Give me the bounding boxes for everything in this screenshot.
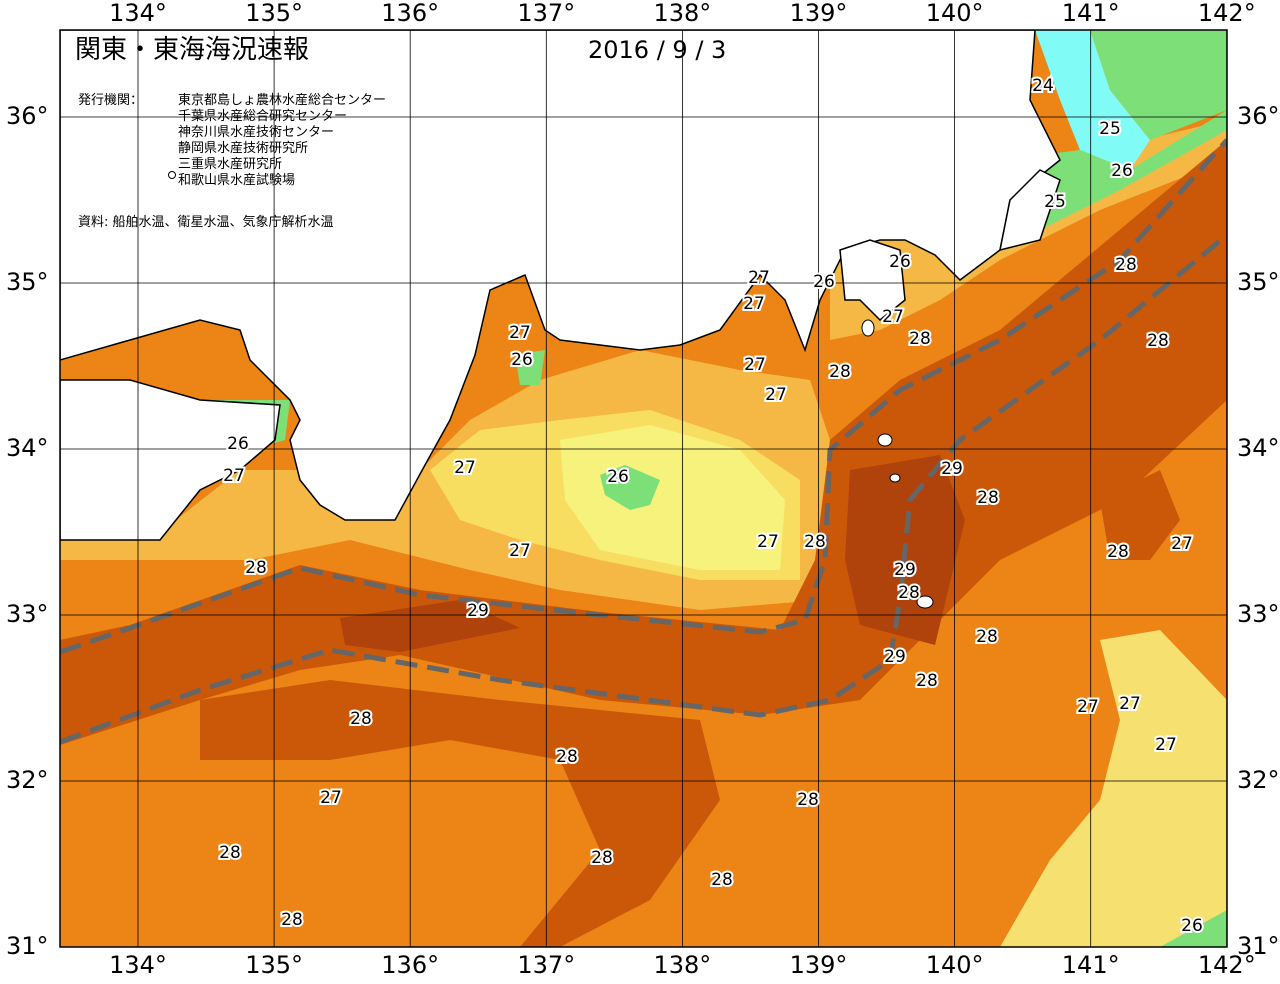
contour-label: 27	[1119, 694, 1141, 714]
contour-label: 26	[1181, 916, 1203, 936]
contour-label: 26	[607, 467, 629, 487]
contour-label: 27	[757, 532, 779, 552]
contour-label: 24	[1032, 76, 1054, 96]
longitude-label: 140°	[926, 951, 984, 979]
organization: 東京都島しょ農林水産総合センター	[178, 92, 386, 108]
organization: 和歌山県水産試験場	[178, 172, 295, 188]
latitude-label: 33°	[6, 600, 49, 628]
contour-label: 28	[245, 558, 267, 578]
longitude-label: 142°	[1198, 0, 1256, 27]
latitude-label: 33°	[1237, 600, 1280, 628]
latitude-label: 36°	[6, 102, 49, 130]
latitude-label: 36°	[1237, 102, 1280, 130]
latitude-label: 31°	[6, 932, 49, 960]
date: 2016 / 9 / 3	[588, 36, 726, 64]
longitude-label: 141°	[1062, 0, 1120, 27]
contour-label: 27	[743, 294, 765, 314]
contour-label: 28	[829, 362, 851, 382]
longitude-label: 137°	[517, 951, 575, 979]
title: 関東・東海海況速報	[75, 35, 309, 65]
longitude-label: 138°	[653, 951, 711, 979]
contour-label: 26	[889, 252, 911, 272]
contour-label: 27	[454, 458, 476, 478]
contour-label: 26	[511, 350, 533, 370]
longitude-label: 140°	[926, 0, 984, 27]
map-frame	[59, 29, 1228, 948]
longitude-label: 134°	[109, 951, 167, 979]
sea-surface-temperature	[60, 30, 1227, 947]
longitude-label: 141°	[1062, 951, 1120, 979]
latitude-label: 32°	[6, 766, 49, 794]
organization: 静岡県水産技術研究所	[178, 140, 308, 156]
longitude-label: 136°	[381, 951, 439, 979]
contour-label: 27	[223, 466, 245, 486]
latitude-label: 35°	[1237, 268, 1280, 296]
contour-label: 25	[1044, 192, 1066, 212]
organization: 神奈川県水産技術センター	[178, 124, 334, 140]
latitude-label: 31°	[1237, 932, 1280, 960]
contour-label: 27	[509, 323, 531, 343]
contour-label: 29	[467, 601, 489, 621]
contour-label: 26	[1111, 161, 1133, 181]
contour-label: 28	[804, 532, 826, 552]
contour-label: 26	[227, 434, 249, 454]
contour-label: 28	[909, 329, 931, 349]
contour-label: 27	[765, 385, 787, 405]
longitude-label: 135°	[245, 0, 303, 27]
editor-marker	[168, 171, 176, 179]
longitude-label: 134°	[109, 0, 167, 27]
contour-label: 27	[1155, 735, 1177, 755]
contour-label: 27	[320, 788, 342, 808]
contour-label: 28	[281, 910, 303, 930]
contour-label: 27	[509, 541, 531, 561]
contour-label: 28	[219, 843, 241, 863]
longitude-label: 135°	[245, 951, 303, 979]
contour-label: 28	[1147, 331, 1169, 351]
contour-label: 28	[591, 848, 613, 868]
longitude-label: 138°	[653, 0, 711, 27]
longitude-label: 136°	[381, 0, 439, 27]
longitude-label: 137°	[517, 0, 575, 27]
latitude-label: 32°	[1237, 766, 1280, 794]
contour-label: 27	[744, 355, 766, 375]
contour-label: 28	[916, 671, 938, 691]
contour-label: 28	[898, 583, 920, 603]
contour-label: 29	[941, 459, 963, 479]
longitude-label: 139°	[790, 0, 848, 27]
longitude-label: 139°	[790, 951, 848, 979]
contour-label: 28	[977, 488, 999, 508]
contour-label: 28	[556, 747, 578, 767]
contour-label: 26	[813, 272, 835, 292]
contour-label: 27	[1171, 534, 1193, 554]
contour-label: 29	[884, 647, 906, 667]
source: 資料: 船舶水温、衛星水温、気象庁解析水温	[78, 214, 334, 230]
longitude-label: 142°	[1198, 951, 1256, 979]
latitude-label: 35°	[6, 268, 49, 296]
contour-label: 29	[894, 560, 916, 580]
contour-label: 28	[711, 870, 733, 890]
publisher-label: 発行機関：	[78, 93, 143, 108]
latitude-label: 34°	[6, 434, 49, 462]
contour-label: 28	[1115, 255, 1137, 275]
contour-label: 27	[882, 307, 904, 327]
contour-label: 25	[1099, 119, 1121, 139]
contour-label: 27	[748, 268, 770, 288]
contour-label: 28	[1107, 542, 1129, 562]
organization: 三重県水産研究所	[178, 156, 282, 172]
contour-label: 28	[350, 709, 372, 729]
contour-label: 27	[1077, 697, 1099, 717]
contour-label: 28	[797, 790, 819, 810]
contour-label: 28	[976, 627, 998, 647]
latitude-label: 34°	[1237, 434, 1280, 462]
organization: 千葉県水産総合研究センター	[178, 108, 347, 124]
